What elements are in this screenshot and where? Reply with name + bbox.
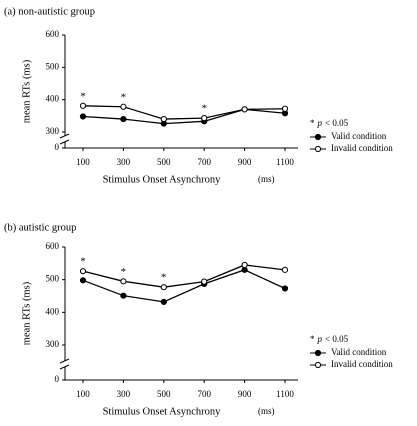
series-line bbox=[82, 108, 286, 125]
significance-note: * p < 0.05 bbox=[310, 334, 349, 344]
x-tick-label: 900 bbox=[238, 389, 252, 399]
legend-label: Valid condition bbox=[331, 131, 387, 141]
data-point bbox=[79, 113, 87, 120]
x-tick-label: 700 bbox=[197, 389, 211, 399]
data-point bbox=[160, 115, 167, 123]
data-point bbox=[79, 102, 87, 109]
data-point bbox=[281, 105, 289, 112]
axis-break bbox=[59, 133, 70, 139]
note-part: p bbox=[317, 118, 323, 128]
data-point bbox=[201, 114, 208, 122]
y-tick-label: 300 bbox=[46, 339, 60, 349]
data-point bbox=[160, 284, 167, 291]
series-line bbox=[82, 105, 286, 120]
data-point bbox=[241, 261, 248, 269]
data-point bbox=[241, 106, 248, 113]
axis-break bbox=[59, 139, 70, 145]
x-tick-label: 500 bbox=[157, 389, 171, 399]
chart-title: (a) non-autistic group bbox=[4, 6, 95, 17]
legend-marker bbox=[314, 361, 322, 369]
y-tick-label: 400 bbox=[46, 94, 60, 104]
legend-marker bbox=[314, 133, 322, 141]
data-point bbox=[160, 298, 167, 305]
x-axis-unit: (ms) bbox=[258, 406, 275, 416]
note-part: p bbox=[317, 334, 323, 344]
significance-marker: * bbox=[80, 90, 86, 102]
data-point bbox=[201, 278, 208, 285]
data-point bbox=[281, 266, 289, 273]
x-tick-label: 700 bbox=[197, 157, 211, 167]
series-line bbox=[82, 269, 286, 303]
y-tick-label: 400 bbox=[46, 306, 60, 316]
data-point bbox=[79, 268, 87, 275]
significance-marker: * bbox=[161, 272, 167, 284]
significance-marker: * bbox=[201, 103, 207, 115]
y-tick-label: 300 bbox=[46, 126, 60, 136]
x-tick-label: 900 bbox=[238, 157, 252, 167]
data-point bbox=[120, 278, 127, 285]
legend-label: Valid condition bbox=[331, 347, 387, 357]
note-part: < 0.05 bbox=[325, 334, 349, 344]
axis-break bbox=[59, 358, 70, 364]
note-part: < 0.05 bbox=[325, 118, 349, 128]
significance-marker: * bbox=[121, 266, 127, 278]
data-point bbox=[281, 285, 289, 292]
significance-marker: * bbox=[121, 91, 127, 103]
y-tick-label: 600 bbox=[46, 241, 60, 251]
y-tick-label: 600 bbox=[46, 29, 60, 39]
y-tick-label: 0 bbox=[55, 374, 60, 384]
significance-note: * p < 0.05 bbox=[310, 118, 349, 128]
x-tick-label: 300 bbox=[117, 389, 131, 399]
axis-break bbox=[59, 364, 70, 370]
legend-marker bbox=[314, 349, 322, 357]
legend-label: Invalid condition bbox=[331, 359, 393, 369]
series-line bbox=[82, 264, 286, 288]
note-part: * bbox=[310, 334, 315, 344]
data-point bbox=[120, 103, 127, 110]
data-point bbox=[120, 292, 127, 299]
y-axis-title: mean RTs (ms) bbox=[21, 281, 32, 345]
y-axis-title: mean RTs (ms) bbox=[21, 59, 32, 123]
x-tick-label: 100 bbox=[76, 157, 90, 167]
x-tick-label: 100 bbox=[76, 389, 90, 399]
chart-title: (b) autistic group bbox=[4, 222, 76, 233]
data-point bbox=[120, 115, 127, 123]
x-axis-title: Stimulus Onset Asynchrony bbox=[103, 174, 222, 185]
x-tick-label: 500 bbox=[157, 157, 171, 167]
x-tick-label: 1100 bbox=[276, 389, 294, 399]
y-tick-label: 500 bbox=[46, 274, 60, 284]
data-point bbox=[79, 277, 87, 284]
y-tick-label: 0 bbox=[55, 142, 60, 152]
legend-label: Invalid condition bbox=[331, 143, 393, 153]
y-tick-label: 500 bbox=[46, 61, 60, 71]
x-axis-unit: (ms) bbox=[258, 174, 275, 184]
significance-marker: * bbox=[80, 256, 86, 268]
x-tick-label: 300 bbox=[117, 157, 131, 167]
legend-marker bbox=[314, 145, 322, 153]
x-tick-label: 1100 bbox=[276, 157, 294, 167]
x-axis-title: Stimulus Onset Asynchrony bbox=[103, 406, 222, 417]
note-part: * bbox=[310, 118, 315, 128]
